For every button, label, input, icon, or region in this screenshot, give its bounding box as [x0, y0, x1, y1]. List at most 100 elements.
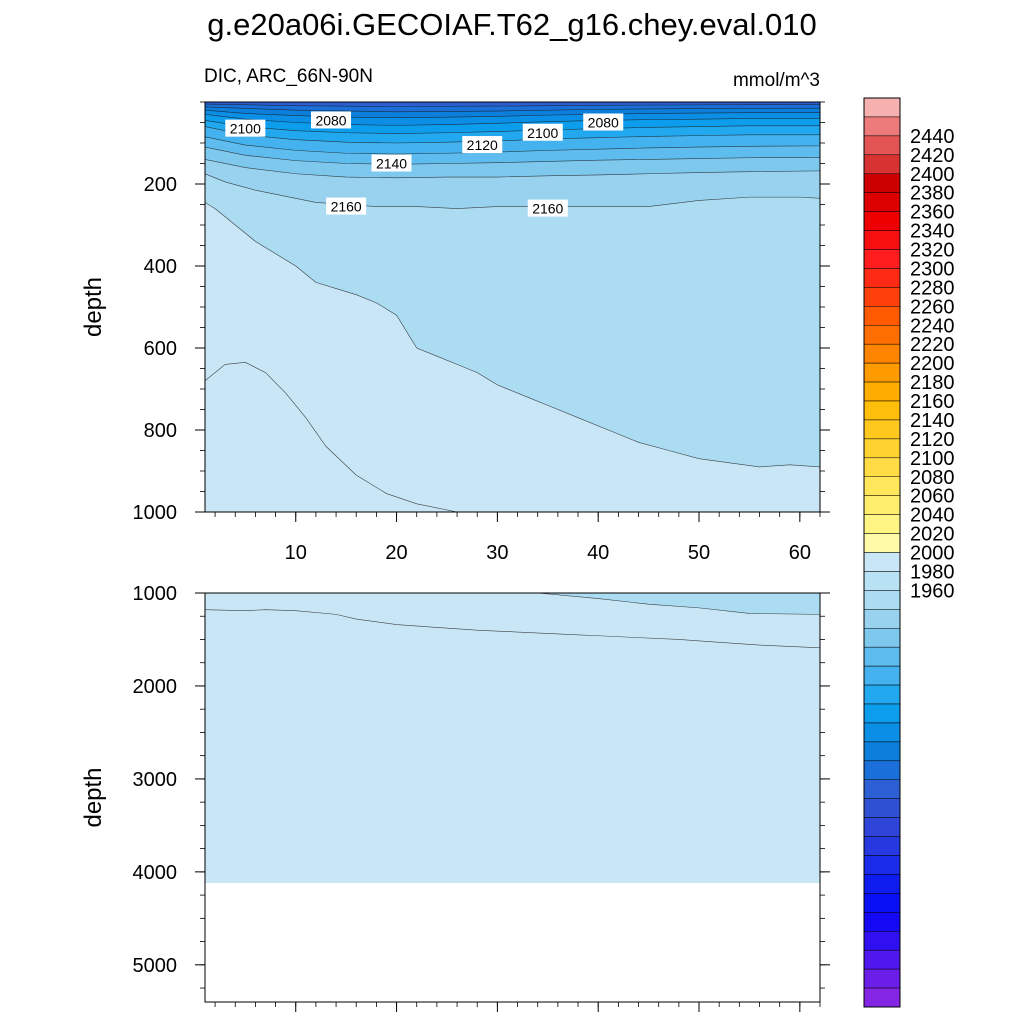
colorbar-label: 2080 — [910, 467, 955, 489]
colorbar-swatch — [863, 722, 901, 743]
colorbar-swatch — [863, 741, 901, 762]
colorbar-label: 2140 — [910, 410, 955, 432]
y-tick-label: 1000 — [133, 583, 178, 605]
colorbar-label: 2380 — [910, 183, 955, 205]
y-tick-label: 3000 — [133, 769, 178, 791]
colorbar-swatch — [863, 836, 901, 856]
contour-band-2170 — [467, 593, 820, 615]
colorbar-label: 2220 — [910, 334, 955, 356]
colorbar-swatch — [863, 116, 901, 137]
contour-label: 2160 — [527, 199, 568, 217]
colorbar-label: 2180 — [910, 372, 955, 394]
contour-line-2170 — [205, 202, 820, 468]
variable-label: DIC, ARC_66N-90N — [204, 66, 373, 87]
colorbar-label: 2040 — [910, 505, 955, 527]
x-tick-label: 10 — [285, 542, 307, 564]
colorbar-label: 2340 — [910, 221, 955, 243]
y-axis-title: depth — [80, 767, 107, 827]
colorbar-label: 2160 — [910, 391, 955, 413]
contour-label: 2100 — [225, 119, 266, 137]
contour-label-text: 2120 — [467, 137, 498, 153]
contour-label: 2100 — [522, 123, 563, 141]
contour-line-2180 — [205, 609, 820, 649]
colorbar-label: 1980 — [910, 561, 955, 583]
contour-label-box — [462, 136, 503, 154]
contour-line-2180 — [205, 362, 458, 512]
colorbar-swatch — [863, 665, 901, 686]
colorbar-swatch — [863, 438, 901, 459]
colorbar-swatch — [863, 192, 901, 212]
colorbar-swatch — [863, 400, 901, 421]
colorbar-label: 2440 — [910, 126, 955, 148]
colorbar-swatch — [863, 609, 901, 629]
colorbar-swatch — [863, 173, 901, 193]
contour-label: 2080 — [583, 113, 624, 131]
contour-label: 2120 — [462, 136, 503, 154]
colorbar-swatch — [863, 495, 901, 515]
contour-label-box — [371, 154, 412, 172]
colorbar-swatch — [863, 684, 901, 705]
colorbar-label: 2100 — [910, 448, 955, 470]
contour-label-box — [522, 123, 563, 141]
contour-label-text: 2140 — [376, 156, 407, 172]
contour-label-box — [583, 113, 624, 131]
colorbar-swatch — [863, 343, 901, 364]
colorbar-swatch — [863, 874, 901, 894]
contour-line-2160 — [205, 173, 820, 209]
contour-label-box — [326, 197, 367, 215]
colorbar-swatch — [863, 381, 901, 402]
x-tick-label: 40 — [587, 542, 609, 564]
colorbar-swatch — [863, 97, 901, 118]
x-tick-label: 20 — [385, 542, 407, 564]
colorbar-label: 2360 — [910, 202, 955, 224]
colorbar-swatch — [863, 798, 901, 818]
contour-line-2060 — [205, 103, 820, 107]
colorbar-swatch — [863, 306, 901, 326]
contour-label-box — [311, 111, 352, 129]
colorbar-swatch — [863, 817, 901, 837]
y-tick-label: 4000 — [133, 862, 178, 884]
y-tick-label: 200 — [144, 174, 177, 196]
colorbar-label: 2320 — [910, 240, 955, 262]
colorbar-label: 2240 — [910, 315, 955, 337]
contour-line-2150 — [205, 159, 820, 179]
contour-band-2060 — [205, 102, 820, 107]
colorbar-label: 2400 — [910, 164, 955, 186]
lower-panel: 1000 2000 3000 4000 5000 depth — [80, 583, 830, 1012]
colorbar-swatch — [863, 419, 901, 440]
colorbar-swatch — [863, 457, 901, 477]
contour-label-text: 2160 — [532, 201, 563, 217]
y-tick-label: 800 — [144, 420, 177, 442]
y-axis-title: depth — [80, 277, 107, 337]
contour-label-box — [225, 119, 266, 137]
contour-fill-group — [205, 593, 820, 1002]
colorbar-label: 2020 — [910, 524, 955, 546]
y-tick-label: 5000 — [133, 955, 178, 977]
contour-band-2180 — [205, 593, 820, 648]
contour-line-2170 — [467, 593, 820, 615]
contour-label-text: 2080 — [588, 115, 619, 131]
contour-label: 2140 — [371, 154, 412, 172]
colorbar-swatch — [863, 912, 901, 932]
colorbar-swatch — [863, 154, 901, 174]
y-tick-label: 1000 — [133, 502, 178, 524]
x-tick-label: 30 — [486, 542, 508, 564]
colorbar-swatch — [863, 779, 901, 799]
plot-frame — [204, 592, 821, 1003]
colorbar-swatch — [863, 533, 901, 553]
y-tick-label: 2000 — [133, 676, 178, 698]
x-tick-label: 50 — [688, 542, 710, 564]
contour-label-text: 2100 — [527, 125, 558, 141]
contour-label-box — [527, 199, 568, 217]
colorbar-swatch — [863, 135, 901, 156]
colorbar-label: 2420 — [910, 145, 955, 167]
contour-line-2080 — [205, 106, 820, 113]
contour-label: 2080 — [311, 111, 352, 129]
colorbar-swatch — [863, 287, 901, 307]
contour-line-2140 — [205, 146, 820, 165]
colorbar-swatch — [863, 552, 901, 572]
colorbar-label: 2300 — [910, 258, 955, 280]
colorbar-swatch — [863, 249, 901, 269]
colorbar-swatch — [863, 646, 901, 667]
